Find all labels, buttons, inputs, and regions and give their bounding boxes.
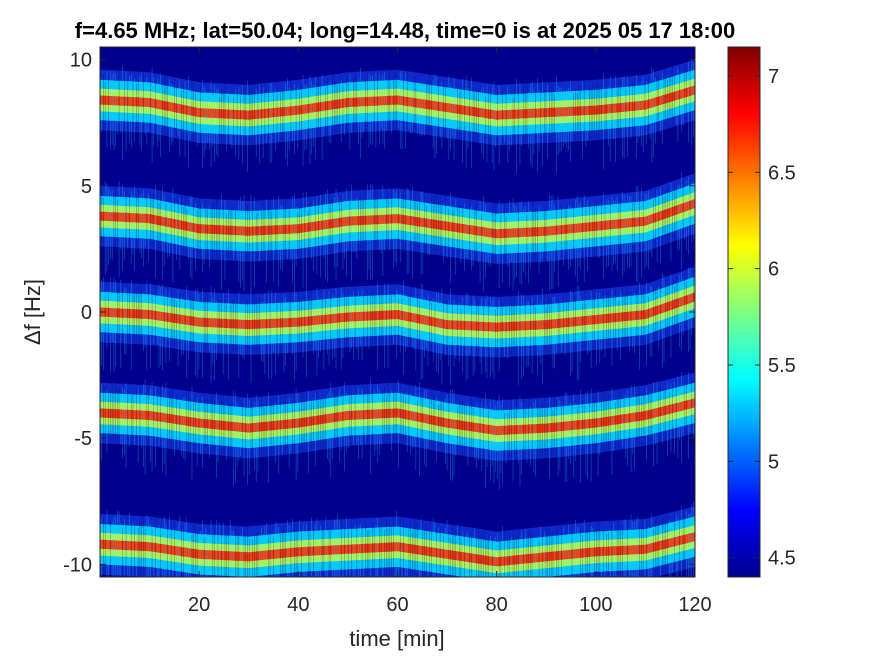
x-tick-label: 100 [579, 594, 612, 616]
colorbar-tick-label: 6 [768, 259, 779, 281]
x-tick-label: 120 [678, 594, 711, 616]
trace-center [100, 85, 695, 120]
x-axis-ticks: 20 40 60 80 100 120 [188, 47, 712, 616]
y-tick-label: 5 [81, 176, 92, 198]
chart-title: f=4.65 MHz; lat=50.04; long=14.48, time=… [75, 18, 735, 43]
x-tick-label: 40 [287, 594, 309, 616]
trace-speckle [100, 57, 694, 174]
spectral-traces [100, 57, 695, 577]
trace-band [100, 265, 695, 387]
y-tick-label: -10 [63, 554, 92, 576]
trace-band [100, 501, 695, 577]
x-tick-label: 80 [486, 594, 508, 616]
y-axis-ticks: 10 5 0 -5 -10 [63, 50, 695, 576]
x-tick-label: 60 [386, 594, 408, 616]
colorbar-tick-label: 5 [768, 451, 779, 473]
y-tick-label: 0 [81, 302, 92, 324]
x-axis-label: time [min] [349, 626, 444, 651]
x-tick-label: 20 [188, 594, 210, 616]
y-tick-label: 10 [70, 50, 92, 72]
trace-speckle [100, 501, 694, 577]
colorbar-ticks: 7 6.5 6 5.5 5 4.5 [728, 66, 796, 570]
colorbar-tick-label: 6.5 [768, 162, 796, 184]
trace-band [100, 57, 695, 174]
colorbar-tick-label: 7 [768, 66, 779, 88]
trace-speckle [100, 172, 694, 294]
colorbar [727, 46, 761, 578]
trace-band [100, 372, 695, 490]
colorbar-tick-label: 4.5 [768, 548, 796, 570]
trace-band [100, 172, 695, 294]
y-tick-label: -5 [74, 428, 92, 450]
trace-center [100, 532, 695, 567]
trace-center [100, 398, 695, 436]
colorbar-tick-label: 5.5 [768, 355, 796, 377]
y-axis-label: Δf [Hz] [20, 279, 45, 345]
trace-center [100, 198, 695, 239]
trace-speckle [100, 372, 694, 490]
trace-speckle [100, 265, 694, 387]
trace-center [100, 292, 695, 332]
plot-area [100, 47, 695, 577]
